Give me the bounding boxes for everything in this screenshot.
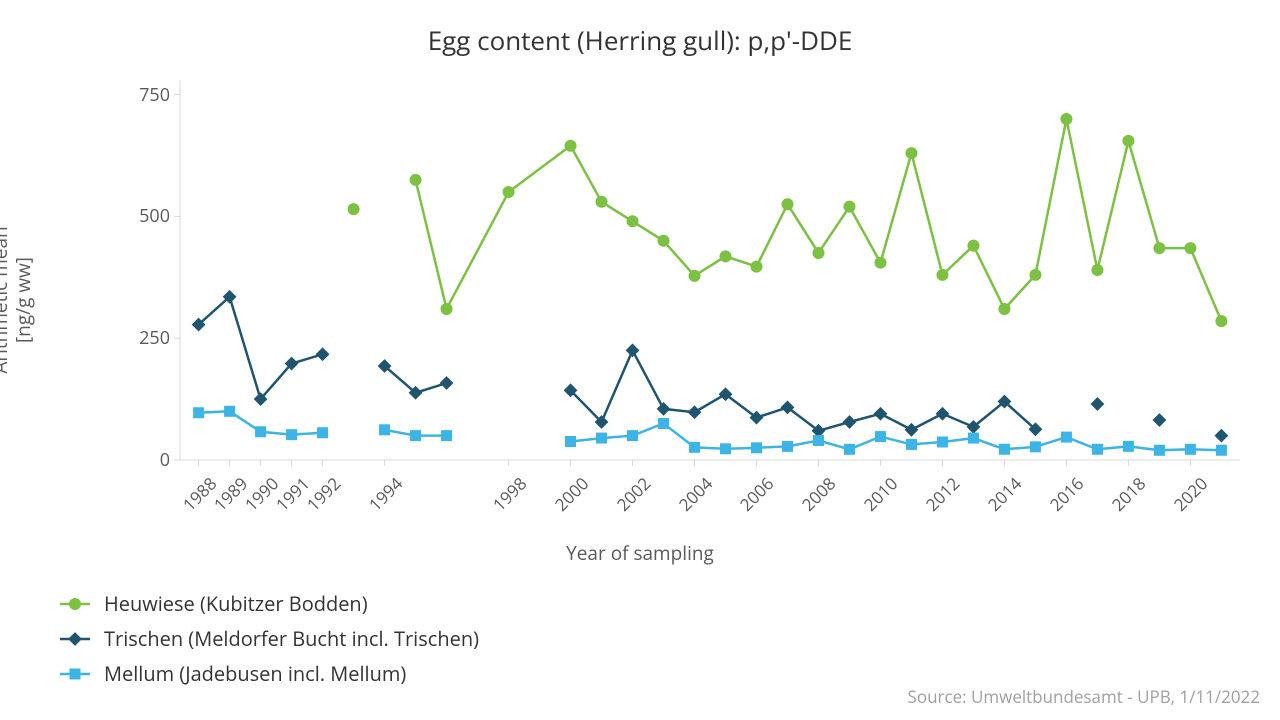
legend-label: Heuwiese (Kubitzer Bodden) [104,590,368,617]
series-trischen [192,290,1229,443]
legend-item-trischen[interactable]: Trischen (Meldorfer Bucht incl. Trischen… [60,625,540,652]
y-tick-label: 500 [120,204,170,228]
legend: Heuwiese (Kubitzer Bodden) Trischen (Meld… [60,590,1060,695]
x-tick-label: 1992 [301,472,345,516]
legend-swatch-heuwiese [60,594,94,614]
x-tick-label: 2008 [797,472,841,516]
legend-item-heuwiese[interactable]: Heuwiese (Kubitzer Bodden) [60,590,540,617]
chart-title: Egg content (Herring gull): p,p'-DDE [0,22,1280,58]
x-tick-label: 2012 [921,472,965,516]
x-tick-label: 2006 [735,472,779,516]
legend-item-mellum[interactable]: Mellum (Jadebusen incl. Mellum) [60,660,540,687]
x-tick-label: 1994 [363,472,407,516]
x-tick-label: 2014 [983,472,1027,516]
legend-label: Mellum (Jadebusen incl. Mellum) [104,660,406,687]
y-tick-label: 0 [120,448,170,472]
legend-label: Trischen (Meldorfer Bucht incl. Trischen… [104,625,479,652]
x-tick-label: 2010 [859,472,903,516]
source-text: Source: Umweltbundesamt - UPB, 1/11/2022 [908,685,1260,708]
series-heuwiese [348,113,1228,327]
series-mellum [193,406,1227,456]
x-axis-label: Year of sampling [0,540,1280,566]
x-tick-label: 1998 [487,472,531,516]
x-tick-label: 2020 [1169,472,1213,516]
x-tick-label: 2004 [673,472,717,516]
y-tick-label: 750 [120,83,170,107]
x-tick-label: 2018 [1107,472,1151,516]
y-tick-label: 250 [120,326,170,350]
x-tick-label: 2016 [1045,472,1089,516]
chart-plot-area [180,80,1240,460]
legend-swatch-mellum [60,664,94,684]
chart-svg [180,80,1240,460]
x-tick-label: 2002 [611,472,655,516]
legend-swatch-trischen [60,629,94,649]
x-tick-label: 2000 [549,472,593,516]
y-axis-label: Arithmetic mean[ng/g ww] [0,226,35,373]
